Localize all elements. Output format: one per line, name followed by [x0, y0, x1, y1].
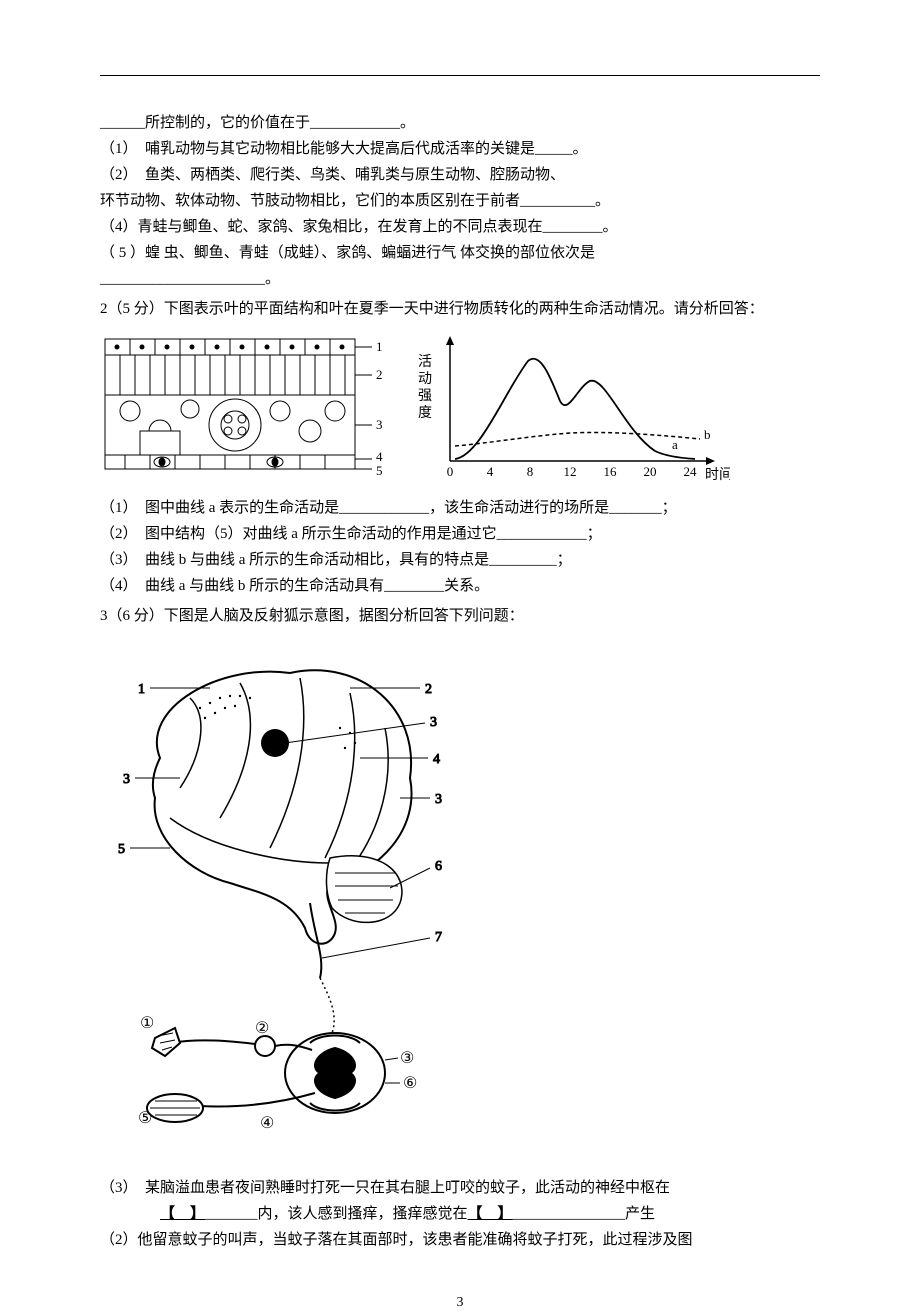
leaf-label-2: 2: [376, 367, 383, 382]
xtick-16: 16: [604, 464, 618, 479]
page-number: 3: [100, 1292, 820, 1314]
xtick-12: 12: [564, 464, 577, 479]
q2-sub3: （3） 曲线 b 与曲线 a 所示的生命活动相比，具有的特点是_________…: [100, 548, 820, 572]
question-1: ______所控制的，它的价值在于____________。 （1） 哺乳动物与…: [100, 111, 820, 291]
brain-l3c: 3: [435, 792, 442, 807]
brain-l3a: 3: [123, 772, 130, 787]
q2-sub1: （1） 图中曲线 a 表示的生命活动是____________，该生命活动进行的…: [100, 496, 820, 520]
chart-ylabel-4: 度: [418, 405, 432, 421]
q1-sub4: （4）青蛙与鲫鱼、蛇、家鸽、家兔相比，在发育上的不同点表现在________。: [100, 215, 820, 239]
brain-l7: 7: [435, 930, 442, 945]
brain-l1: 1: [138, 682, 145, 697]
brain-l4: 4: [433, 752, 440, 767]
q1-sub1: （1） 哺乳动物与其它动物相比能够大大提高后代成活率的关键是_____。: [100, 137, 820, 161]
q3-sub3-mid2: _______________产生: [513, 1206, 656, 1222]
q3-sub3-l2: 【 】_______内，该人感到搔痒，搔痒感觉在【 】_____________…: [100, 1202, 820, 1226]
brain-l5: 5: [118, 842, 125, 857]
reflex-c5: ⑤: [138, 1110, 152, 1127]
q1-sub5-l2: ______________________。: [100, 267, 820, 291]
brain-l3b: 3: [430, 715, 437, 730]
chart-ylabel-3: 强: [418, 389, 432, 404]
q3-figure-wrap: 1 2 3 3 4 3 5 6 7: [100, 648, 820, 1156]
xtick-4: 4: [487, 464, 494, 479]
reflex-c1: ①: [140, 1015, 154, 1032]
activity-chart: 活 动 强 度 0 4 8 12 16 20 24 时间 a b: [410, 331, 730, 486]
xtick-0: 0: [447, 464, 454, 479]
q3-header: 3（6 分）下图是人脑及反射狐示意图，据图分析回答下列问题：: [100, 604, 820, 628]
leaf-label-4: 4: [376, 449, 383, 464]
page-top-rule: [100, 75, 820, 76]
q2-figures: 1 2 3 4 5 活 动 强 度 0 4 8 12 16: [100, 331, 820, 486]
brain-reflex-diagram: 1 2 3 3 4 3 5 6 7: [100, 648, 460, 1148]
question-2: 2（5 分）下图表示叶的平面结构和叶在夏季一天中进行物质转化的两种生命活动情况。…: [100, 297, 820, 598]
question-3: 3（6 分）下图是人脑及反射狐示意图，据图分析回答下列问题：: [100, 604, 820, 1252]
q1-sub5-l1: （ 5 ）蝗 虫、鲫鱼、青蛙（成蛙）、家鸽、蝙蝠进行气 体交换的部位依次是: [100, 241, 820, 265]
q2-header: 2（5 分）下图表示叶的平面结构和叶在夏季一天中进行物质转化的两种生命活动情况。…: [100, 297, 820, 321]
leaf-label-3: 3: [376, 417, 383, 432]
q3-sub3-l1: （3） 某脑溢血患者夜间熟睡时打死一只在其右腿上叮咬的蚊子，此活动的神经中枢在: [100, 1176, 820, 1200]
q1-sub2-l2: 环节动物、软体动物、节肢动物相比，它们的本质区别在于前者__________。: [100, 189, 820, 213]
brain-l6: 6: [435, 859, 442, 874]
reflex-c3: ③: [400, 1050, 414, 1067]
brain-l2: 2: [425, 682, 432, 697]
curve-a-label: a: [672, 437, 678, 452]
leaf-label-1: 1: [376, 339, 383, 354]
curve-b-label: b: [704, 427, 711, 442]
xtick-24: 24: [684, 464, 698, 479]
q2-sub4: （4） 曲线 a 与曲线 b 所示的生命活动具有________关系。: [100, 574, 820, 598]
bracket-1: 【 】: [160, 1202, 205, 1226]
q3-sub2: （2）他留意蚊子的叫声，当蚊子落在其面部时，该患者能准确将蚊子打死，此过程涉及图: [100, 1228, 820, 1252]
chart-ylabel-1: 活: [418, 354, 432, 370]
q1-sub2-l1: （2） 鱼类、两栖类、爬行类、鸟类、哺乳类与原生动物、腔肠动物、: [100, 163, 820, 187]
q2-sub2: （2） 图中结构（5）对曲线 a 所示生命活动的作用是通过它__________…: [100, 522, 820, 546]
leaf-label-5: 5: [376, 463, 383, 478]
xtick-8: 8: [527, 464, 534, 479]
bracket-2: 【 】: [468, 1202, 513, 1226]
reflex-c4: ④: [260, 1115, 274, 1132]
reflex-c2: ②: [255, 1020, 269, 1037]
q1-intro: ______所控制的，它的价值在于____________。: [100, 111, 820, 135]
chart-ylabel-2: 动: [418, 371, 432, 387]
chart-xlabel: 时间: [705, 467, 730, 483]
xtick-20: 20: [644, 464, 657, 479]
reflex-c6: ⑥: [403, 1075, 417, 1092]
q3-sub3-mid1: _______内，该人感到搔痒，搔痒感觉在: [205, 1206, 468, 1222]
leaf-structure-diagram: 1 2 3 4 5: [100, 331, 390, 486]
